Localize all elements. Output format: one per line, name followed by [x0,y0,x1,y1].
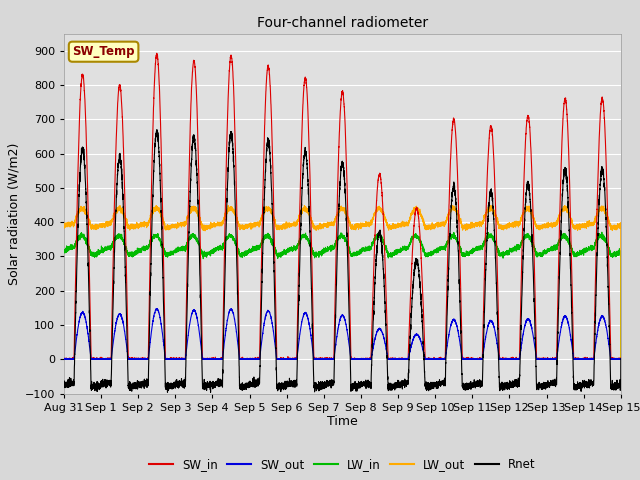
Text: SW_Temp: SW_Temp [72,45,135,58]
Legend: SW_in, SW_out, LW_in, LW_out, Rnet: SW_in, SW_out, LW_in, LW_out, Rnet [145,454,540,476]
X-axis label: Time: Time [327,415,358,429]
Y-axis label: Solar radiation (W/m2): Solar radiation (W/m2) [8,143,20,285]
Title: Four-channel radiometer: Four-channel radiometer [257,16,428,30]
